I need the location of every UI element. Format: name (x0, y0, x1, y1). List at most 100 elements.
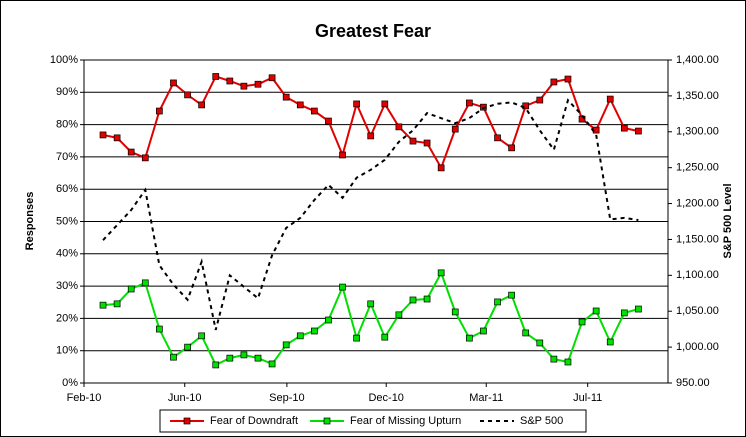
data-point (536, 96, 544, 104)
data-point (113, 134, 121, 142)
data-point (353, 334, 360, 342)
data-point (226, 77, 234, 85)
data-point (325, 316, 332, 324)
y-tick-label: 20% (56, 312, 78, 324)
data-point (240, 82, 248, 90)
y2-tick-label: 1,050.00 (676, 305, 719, 317)
data-point (367, 300, 375, 308)
data-point (635, 127, 642, 135)
legend-label: S&P 500 (520, 415, 563, 427)
data-point (127, 285, 135, 293)
data-point (620, 124, 628, 132)
data-point (381, 333, 389, 341)
y2-tick-label: 1,350.00 (676, 90, 719, 102)
data-point (311, 327, 318, 335)
data-point (508, 291, 515, 299)
data-point (606, 338, 614, 346)
legend-marker (323, 417, 331, 425)
legend-box (159, 409, 587, 433)
data-point (127, 148, 135, 156)
data-point (170, 353, 177, 361)
data-point (282, 93, 290, 101)
data-point (437, 164, 445, 172)
data-point (451, 125, 459, 133)
data-point (550, 355, 558, 363)
y2-tick-label: 1,300.00 (676, 126, 719, 138)
y-tick-label: 0% (62, 377, 78, 389)
data-point (465, 334, 473, 342)
data-point (395, 123, 403, 131)
y-tick-label: 80% (56, 119, 78, 131)
x-tick-label: Feb-10 (67, 392, 102, 404)
y2-tick-label: 1,100.00 (676, 269, 719, 281)
data-point (170, 79, 177, 87)
y-tick-label: 60% (56, 183, 78, 195)
y-tick-label: 100% (50, 54, 78, 66)
data-point (184, 343, 191, 351)
data-point (296, 332, 304, 340)
y2-axis-title: S&P 500 Level (722, 183, 734, 258)
y2-tick-label: 1,200.00 (676, 197, 719, 209)
data-point (494, 134, 501, 142)
data-point (141, 279, 149, 287)
data-point (99, 301, 107, 309)
y-tick-label: 40% (56, 248, 78, 260)
data-point (395, 311, 403, 319)
y-tick-label: 70% (56, 151, 78, 163)
data-point (156, 325, 163, 333)
data-point (240, 351, 248, 359)
data-point (508, 144, 515, 152)
data-point (113, 300, 121, 308)
legend-label: Fear of Downdraft (210, 415, 298, 427)
legend-label: Fear of Missing Upturn (350, 415, 461, 427)
data-point (353, 100, 360, 108)
y2-tick-label: 1,150.00 (676, 233, 719, 245)
data-point (226, 354, 234, 362)
data-point (339, 151, 346, 159)
x-tick-label: Mar-11 (469, 392, 503, 404)
data-point (141, 154, 149, 162)
data-point (494, 298, 501, 306)
data-point (381, 100, 389, 108)
data-point (564, 75, 572, 83)
data-point (606, 95, 614, 103)
data-point (536, 339, 544, 347)
data-point (254, 354, 262, 362)
data-point (212, 361, 220, 369)
data-point (268, 74, 276, 82)
y-tick-label: 30% (56, 280, 78, 292)
data-point (254, 80, 262, 88)
data-point (268, 360, 276, 368)
data-point (198, 332, 205, 340)
data-point (198, 101, 205, 109)
data-point (339, 283, 346, 291)
data-point (578, 318, 586, 326)
data-point (564, 358, 572, 366)
data-point (296, 101, 304, 109)
y2-tick-label: 1,400.00 (676, 54, 719, 66)
series-line (102, 98, 639, 331)
y-axis-title: Responses (24, 192, 36, 251)
data-point (282, 341, 290, 349)
legend-marker (183, 417, 191, 425)
data-point (311, 107, 318, 115)
data-point (620, 309, 628, 317)
data-point (409, 137, 417, 145)
x-tick-label: Jul-11 (573, 392, 602, 404)
data-point (325, 117, 332, 125)
data-point (99, 131, 107, 139)
y-tick-label: 50% (56, 215, 78, 227)
data-point (423, 295, 431, 303)
chart-title: Greatest Fear (315, 21, 431, 41)
y-tick-label: 90% (56, 86, 78, 98)
data-point (465, 99, 473, 107)
data-point (437, 269, 445, 277)
data-point (184, 91, 191, 99)
data-point (156, 107, 163, 115)
data-point (409, 296, 417, 304)
data-point (212, 73, 220, 80)
data-point (451, 308, 459, 316)
y2-tick-label: 1,000.00 (676, 341, 719, 353)
y2-tick-label: 1,250.00 (676, 162, 719, 174)
